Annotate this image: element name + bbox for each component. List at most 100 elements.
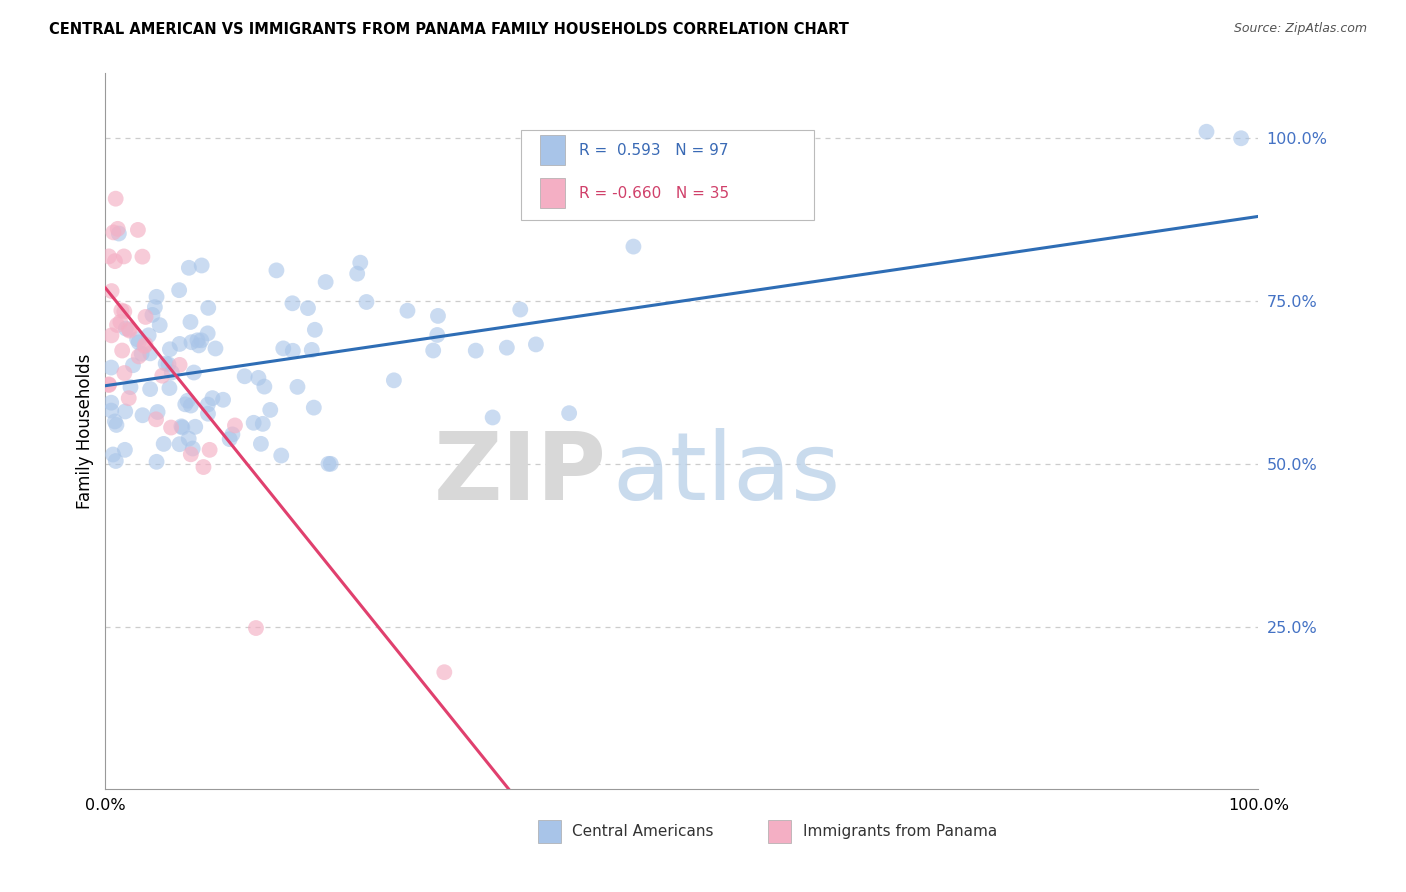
Point [1195,125,1218,139]
Point [141,308,163,322]
Point [253,379,276,393]
Point [122,358,145,372]
Text: atlas: atlas [613,428,841,520]
Point [245,621,267,635]
Point [204,342,226,356]
Point [127,332,149,346]
Point [145,290,167,304]
Point [111,343,134,358]
Point [252,417,274,431]
Point [186,334,208,348]
Point [250,437,273,451]
Point [159,343,181,357]
Point [131,250,153,264]
Point [346,267,368,281]
Point [495,341,517,355]
Point [135,310,157,324]
Point [197,398,219,412]
Point [139,346,162,360]
FancyBboxPatch shape [520,130,814,220]
FancyBboxPatch shape [538,821,561,843]
Point [349,255,371,269]
Point [134,339,156,353]
Point [524,337,547,351]
Point [120,380,142,394]
Point [481,410,503,425]
Point [212,392,235,407]
Point [149,318,172,333]
Point [146,405,169,419]
Point [101,448,124,462]
Point [266,263,288,277]
Point [180,447,202,461]
Point [108,227,131,241]
Point [183,366,205,380]
Point [131,347,153,361]
Point [169,358,191,372]
Point [197,301,219,315]
Point [112,249,135,263]
Point [426,309,449,323]
FancyBboxPatch shape [540,178,565,208]
Point [426,328,449,343]
Point [558,406,581,420]
Point [105,318,128,332]
Point [167,283,190,297]
Point [315,275,337,289]
Point [176,393,198,408]
Point [169,337,191,351]
Point [103,226,125,240]
Point [287,380,309,394]
Text: Central Americans: Central Americans [572,824,714,839]
Point [181,442,204,456]
Point [172,420,194,434]
Point [159,381,181,395]
Point [422,343,444,358]
Point [190,334,212,348]
Point [464,343,486,358]
Point [110,315,132,329]
Point [134,337,156,351]
Point [127,223,149,237]
Point [356,295,378,310]
Text: Immigrants from Panama: Immigrants from Panama [803,824,997,839]
Text: CENTRAL AMERICAN VS IMMIGRANTS FROM PANAMA FAMILY HOUSEHOLDS CORRELATION CHART: CENTRAL AMERICAN VS IMMIGRANTS FROM PANA… [49,22,849,37]
Point [198,442,221,457]
Point [201,391,224,405]
Point [138,328,160,343]
Point [174,397,197,411]
Point [114,321,136,335]
Point [104,254,127,268]
Point [145,412,167,426]
Point [100,284,122,298]
Point [104,454,127,468]
Point [145,455,167,469]
Y-axis label: Family Households: Family Households [76,353,94,509]
Point [281,296,304,310]
Text: Source: ZipAtlas.com: Source: ZipAtlas.com [1233,22,1367,36]
Point [301,343,323,357]
Point [180,335,202,350]
Point [150,368,173,383]
Point [184,419,207,434]
Point [97,377,120,392]
Point [131,409,153,423]
Text: R = -0.660   N = 35: R = -0.660 N = 35 [579,186,730,201]
Point [433,665,456,680]
Point [224,418,246,433]
Point [105,417,128,432]
Point [297,301,319,315]
Point [112,304,135,318]
Point [114,442,136,457]
Point [160,420,183,434]
Point [318,457,340,471]
Point [242,416,264,430]
Point [128,335,150,350]
Point [104,414,127,428]
Point [177,260,200,275]
Point [118,391,141,405]
Point [100,395,122,409]
Point [187,338,209,352]
Point [623,239,645,253]
Point [247,371,270,385]
